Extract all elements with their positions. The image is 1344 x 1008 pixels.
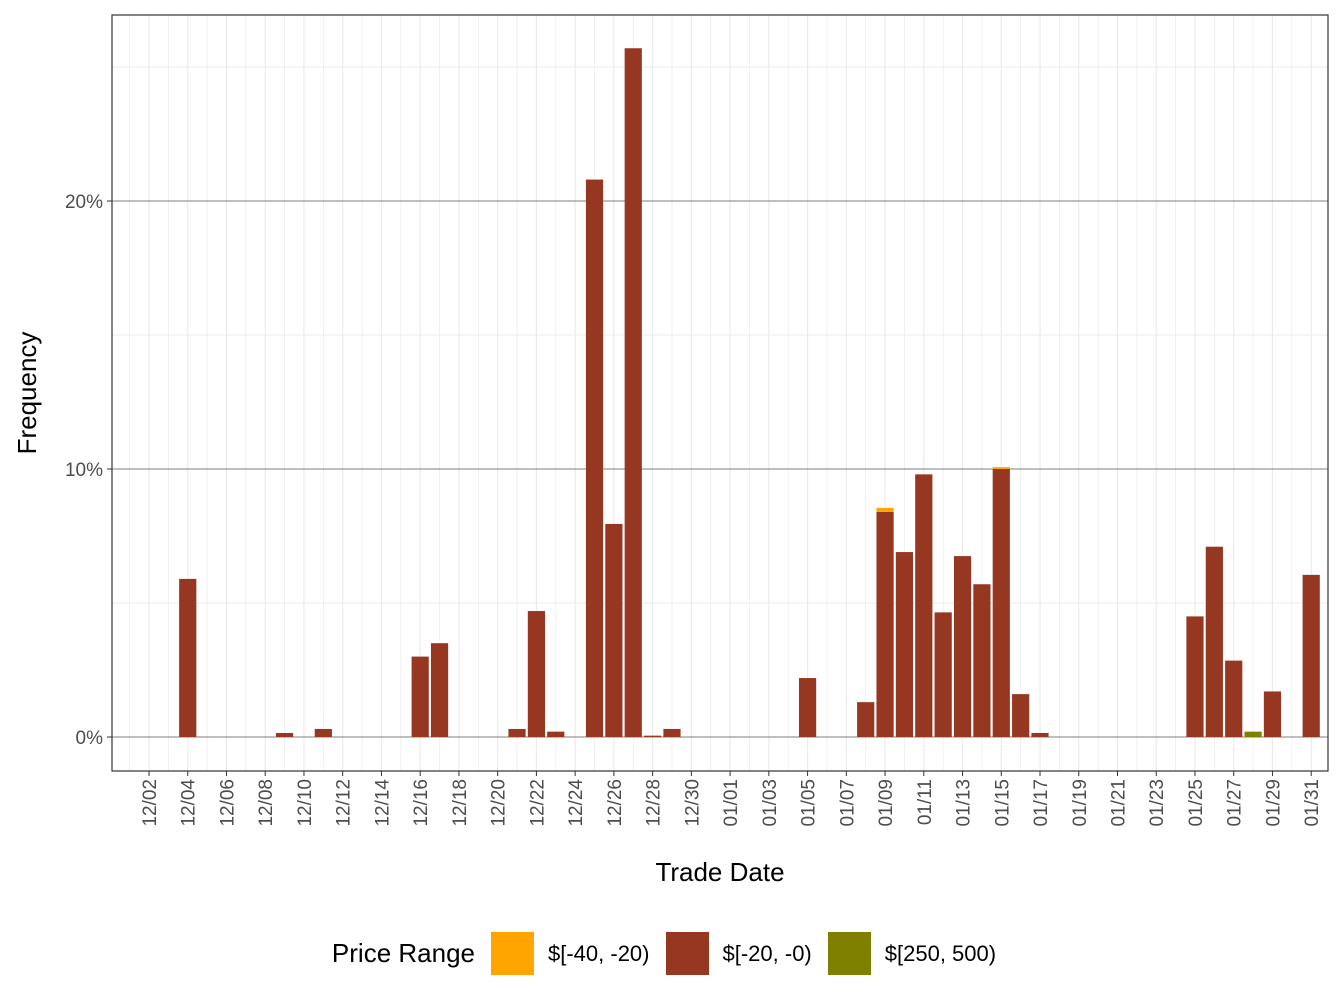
- y-tick-label: 20%: [65, 192, 103, 213]
- legend-swatch: [665, 932, 709, 975]
- legend-label: $[250, 500): [884, 940, 997, 966]
- legend-item-250-500: $[250, 500): [827, 932, 997, 975]
- bar-12-25: [585, 179, 604, 737]
- bar-01-13: [953, 556, 972, 737]
- x-tick-label: 01/01: [721, 779, 742, 827]
- bar-12-21: [508, 728, 526, 737]
- x-tick-label: 12/16: [411, 779, 432, 827]
- x-tick-label: 12/30: [682, 779, 703, 827]
- bar-12-11: [314, 728, 332, 737]
- bar-12-26: [605, 523, 623, 737]
- x-tick-label: 12/28: [644, 779, 665, 827]
- x-tick-label: 01/19: [1070, 779, 1091, 827]
- legend-swatch: [827, 932, 871, 975]
- x-tick-label: 12/14: [372, 779, 393, 827]
- y-tick-label: 0%: [76, 728, 104, 749]
- x-tick-label: 01/21: [1109, 779, 1130, 827]
- x-tick-label: 12/06: [217, 779, 238, 827]
- bar-12-29: [663, 728, 681, 737]
- x-tick-label: 01/09: [876, 779, 897, 827]
- bar-01-15: [992, 467, 1010, 469]
- x-tick-label: 01/05: [799, 779, 820, 827]
- x-tick-label: 12/26: [605, 779, 626, 827]
- bar-12-28: [644, 735, 662, 737]
- bar-01-08: [857, 702, 875, 737]
- x-tick-label: 12/08: [256, 779, 277, 827]
- bar-01-09: [876, 507, 894, 512]
- bar-01-10: [895, 552, 914, 737]
- bar-01-15: [992, 469, 1010, 737]
- bar-12-23: [547, 731, 565, 737]
- x-tick-label: 12/12: [334, 779, 355, 827]
- legend-label: $[-20, -0): [722, 940, 812, 966]
- x-tick-label: 01/13: [954, 779, 975, 827]
- bar-01-16: [1012, 694, 1030, 737]
- bar-01-14: [973, 584, 991, 737]
- bar-01-25: [1186, 616, 1204, 737]
- x-tick-label: 01/11: [915, 779, 936, 825]
- x-tick-label: 01/23: [1147, 779, 1168, 827]
- bar-01-31: [1302, 574, 1320, 737]
- x-tick-label: 12/04: [179, 779, 200, 827]
- bar-01-28: [1244, 731, 1262, 737]
- x-tick-label: 01/25: [1186, 779, 1207, 827]
- legend: Price Range $[-40, -20) $[-20, -0) $[250…: [0, 932, 1344, 975]
- x-tick-label: 01/03: [760, 779, 781, 827]
- bar-01-09: [876, 511, 894, 737]
- x-tick-label: 01/29: [1263, 779, 1284, 827]
- bar-12-09: [275, 732, 294, 737]
- legend-item-neg40-neg20: $[-40, -20): [491, 932, 650, 975]
- bar-01-12: [934, 612, 952, 737]
- x-tick-label: 12/10: [295, 779, 316, 827]
- bar-12-16: [411, 656, 429, 737]
- legend-item-neg20-0: $[-20, -0): [665, 932, 812, 975]
- x-tick-label: 01/15: [992, 779, 1013, 827]
- x-tick-label: 12/02: [140, 779, 161, 827]
- bar-12-22: [527, 611, 545, 737]
- y-tick-label: 10%: [65, 460, 103, 481]
- bar-01-05: [798, 678, 817, 737]
- bar-12-17: [430, 643, 449, 737]
- x-tick-label: 12/20: [489, 779, 510, 827]
- x-tick-label: 01/07: [837, 779, 858, 827]
- x-axis-title: Trade Date: [655, 857, 784, 887]
- x-tick-label: 01/31: [1302, 779, 1323, 827]
- bar-12-27: [624, 48, 642, 738]
- x-tick-label: 01/17: [1031, 779, 1052, 827]
- panel-border: [111, 14, 1329, 772]
- bar-12-04: [179, 578, 197, 737]
- bar-01-29: [1263, 691, 1282, 737]
- bar-01-27: [1225, 660, 1243, 737]
- legend-title: Price Range: [331, 938, 475, 968]
- legend-label: $[-40, -20): [548, 940, 650, 966]
- legend-swatch: [491, 932, 534, 975]
- x-tick-label: 01/27: [1225, 779, 1246, 827]
- y-axis-title: Frequency: [12, 332, 42, 455]
- bar-01-17: [1031, 732, 1049, 737]
- x-tick-label: 12/24: [566, 779, 587, 827]
- x-tick-label: 12/18: [450, 779, 471, 827]
- bar-01-11: [915, 474, 933, 737]
- bar-01-26: [1205, 546, 1223, 737]
- x-tick-label: 12/22: [527, 779, 548, 827]
